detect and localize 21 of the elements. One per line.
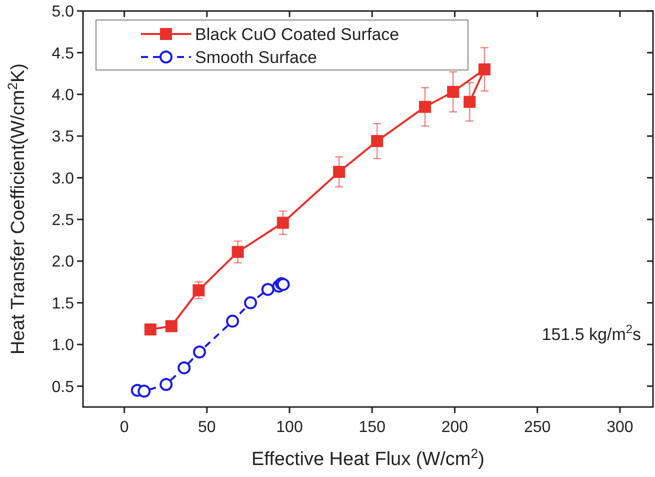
y-tick-label: 2.0 bbox=[52, 254, 74, 271]
x-tick-label: 50 bbox=[198, 419, 216, 436]
x-tick-label: 100 bbox=[276, 419, 303, 436]
x-tick-label: 150 bbox=[358, 419, 386, 436]
x-tick-label: 0 bbox=[120, 419, 129, 436]
x-axis-title: Effective Heat Flux (W/cm$^{2}$) bbox=[252, 446, 484, 470]
x-tick-label: 300 bbox=[606, 419, 634, 436]
y-tick-label: 4.0 bbox=[52, 86, 74, 104]
legend-label: Smooth Surface bbox=[195, 48, 317, 67]
legend-label: Black CuO Coated Surface bbox=[195, 24, 400, 44]
y-tick-label: 3.5 bbox=[52, 128, 74, 146]
x-tick-label: 200 bbox=[441, 419, 468, 436]
y-tick-label: 1.5 bbox=[52, 295, 74, 312]
y-tick-label: 3.0 bbox=[52, 170, 74, 188]
y-tick-label: 0.5 bbox=[52, 378, 74, 396]
y-tick-label: 2.5 bbox=[52, 212, 74, 230]
y-tick-label: 1.0 bbox=[52, 337, 74, 354]
y-tick-label: 5.0 bbox=[52, 4, 74, 21]
x-tick-label: 250 bbox=[524, 419, 551, 436]
y-tick-label: 4.5 bbox=[52, 45, 74, 62]
annotation: 151.5 kg/m$^{2}$s bbox=[542, 322, 641, 344]
